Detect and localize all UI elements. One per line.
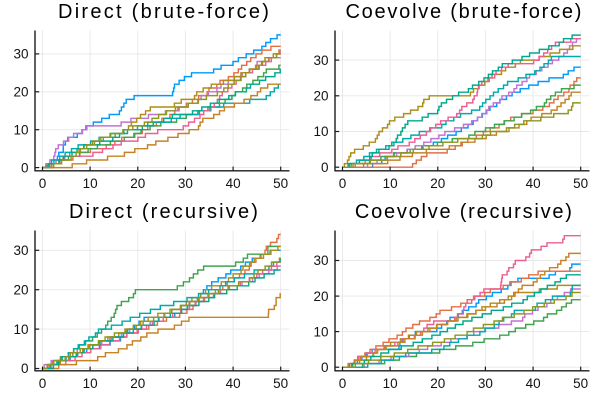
- svg-text:30: 30: [313, 53, 328, 68]
- svg-text:0: 0: [321, 360, 329, 375]
- svg-text:0: 0: [21, 160, 29, 175]
- svg-text:20: 20: [430, 376, 445, 391]
- svg-text:10: 10: [383, 376, 398, 391]
- svg-text:10: 10: [313, 124, 328, 139]
- svg-text:30: 30: [313, 253, 328, 268]
- svg-text:Coevolve (brute-force): Coevolve (brute-force): [345, 1, 583, 23]
- svg-text:50: 50: [273, 176, 288, 191]
- svg-text:40: 40: [226, 376, 241, 391]
- svg-text:Direct (brute-force): Direct (brute-force): [58, 1, 271, 23]
- svg-text:10: 10: [83, 376, 98, 391]
- svg-text:Direct (recursive): Direct (recursive): [69, 201, 260, 223]
- svg-text:20: 20: [430, 176, 445, 191]
- svg-text:20: 20: [313, 89, 328, 104]
- svg-text:30: 30: [13, 243, 28, 258]
- svg-text:40: 40: [526, 376, 541, 391]
- svg-text:0: 0: [21, 361, 29, 376]
- svg-text:40: 40: [226, 176, 241, 191]
- svg-text:30: 30: [478, 176, 493, 191]
- svg-text:0: 0: [39, 176, 47, 191]
- svg-text:50: 50: [573, 176, 588, 191]
- svg-text:10: 10: [383, 176, 398, 191]
- svg-text:20: 20: [130, 376, 145, 391]
- svg-text:20: 20: [130, 176, 145, 191]
- svg-text:0: 0: [321, 160, 329, 175]
- svg-text:50: 50: [273, 376, 288, 391]
- svg-text:30: 30: [13, 47, 28, 62]
- svg-text:Coevolve (recursive): Coevolve (recursive): [355, 201, 574, 223]
- svg-text:30: 30: [178, 376, 193, 391]
- svg-text:20: 20: [313, 289, 328, 304]
- svg-text:20: 20: [13, 282, 28, 297]
- svg-text:0: 0: [339, 176, 347, 191]
- svg-text:0: 0: [339, 376, 347, 391]
- svg-text:40: 40: [526, 176, 541, 191]
- svg-text:30: 30: [178, 176, 193, 191]
- svg-text:10: 10: [313, 324, 328, 339]
- svg-text:50: 50: [573, 376, 588, 391]
- svg-text:10: 10: [13, 322, 28, 337]
- svg-text:20: 20: [13, 85, 28, 100]
- svg-text:10: 10: [13, 122, 28, 137]
- svg-text:30: 30: [478, 376, 493, 391]
- svg-text:10: 10: [83, 176, 98, 191]
- svg-text:0: 0: [39, 376, 47, 391]
